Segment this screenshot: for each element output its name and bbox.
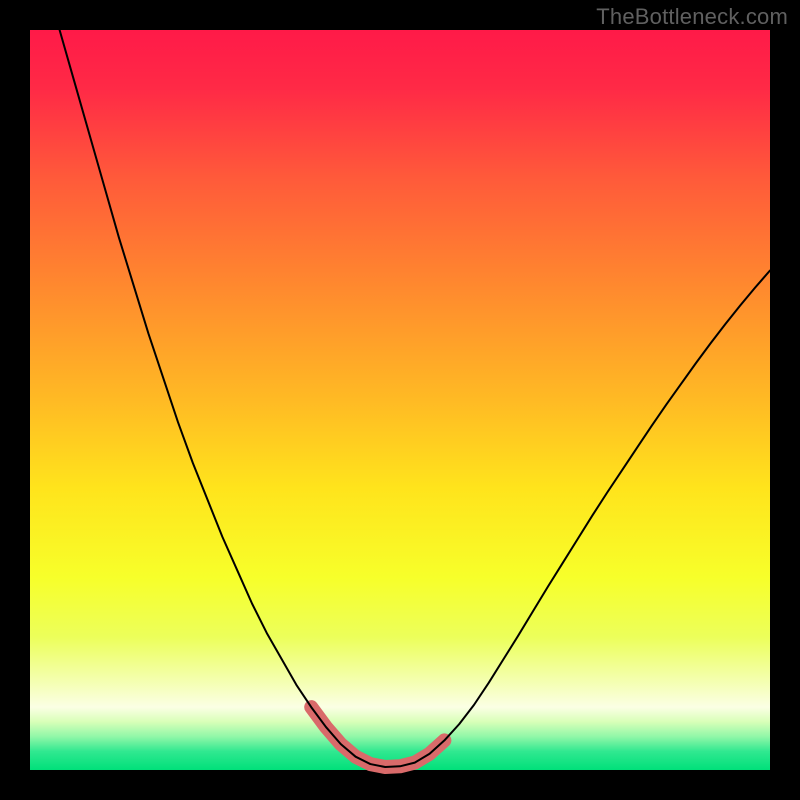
bottleneck-chart bbox=[0, 0, 800, 800]
watermark-text: TheBottleneck.com bbox=[596, 4, 788, 30]
plot-background bbox=[30, 30, 770, 770]
chart-container: TheBottleneck.com bbox=[0, 0, 800, 800]
